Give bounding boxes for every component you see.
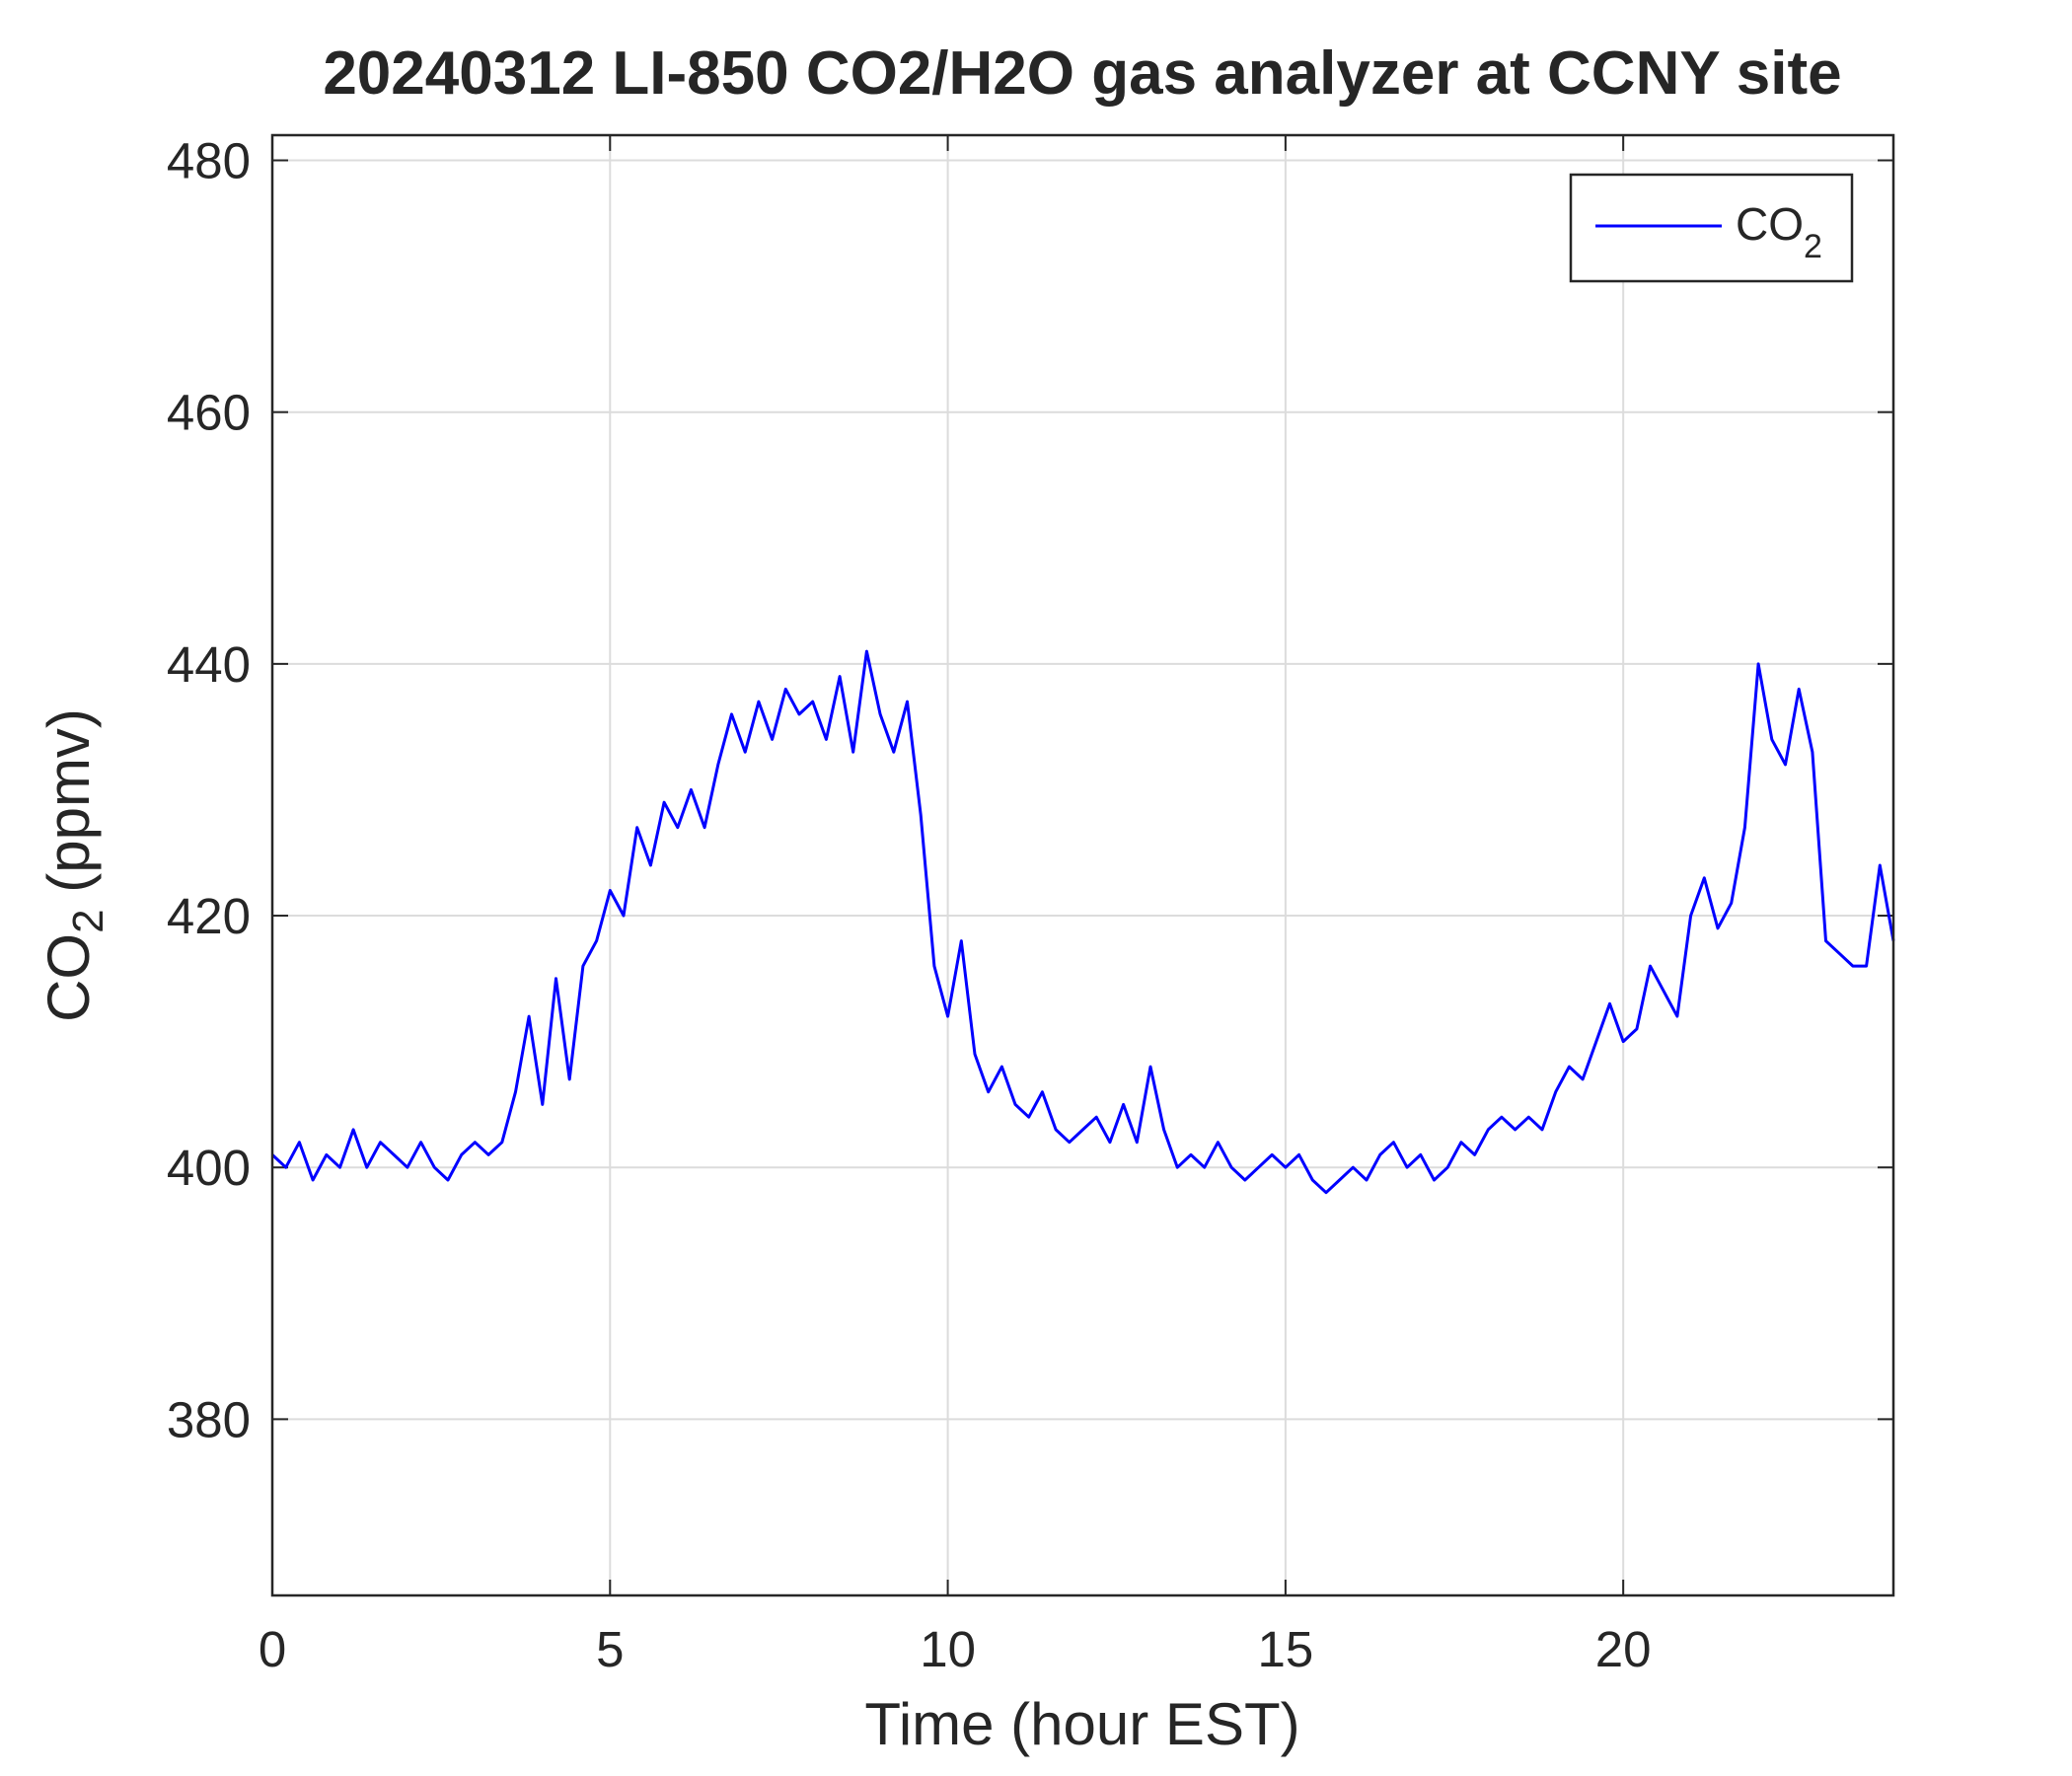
- y-tick-label: 420: [167, 888, 251, 944]
- y-axis-label: CO2 (ppmv): [36, 708, 112, 1022]
- y-tick-label: 400: [167, 1140, 251, 1196]
- y-tick-label: 460: [167, 385, 251, 441]
- x-tick-label: 20: [1595, 1621, 1652, 1677]
- chart-title: 20240312 LI-850 CO2/H2O gas analyzer at …: [323, 39, 1841, 108]
- legend-box: [1569, 173, 1854, 283]
- x-tick-label: 0: [259, 1621, 286, 1677]
- legend-label-text: CO: [1736, 198, 1804, 250]
- y-axis-label-sub: 2: [64, 909, 112, 932]
- plot-frame: [270, 133, 1895, 1597]
- legend-label: CO2: [1736, 198, 1822, 265]
- y-tick-label: 480: [167, 133, 251, 189]
- data-line: [270, 649, 1895, 1195]
- x-tick-label: 5: [596, 1621, 624, 1677]
- legend-label-sub: 2: [1804, 228, 1822, 265]
- y-tick-label: 380: [167, 1391, 251, 1447]
- x-tick-label: 15: [1258, 1621, 1314, 1677]
- y-axis-label-text: CO: [36, 933, 102, 1022]
- y-tick-label: 440: [167, 636, 251, 693]
- x-tick-label: 10: [920, 1621, 976, 1677]
- legend: CO2: [1569, 173, 1854, 283]
- x-axis-label: Time (hour EST): [864, 1691, 1299, 1757]
- y-axis-label-rest: (ppmv): [36, 708, 102, 909]
